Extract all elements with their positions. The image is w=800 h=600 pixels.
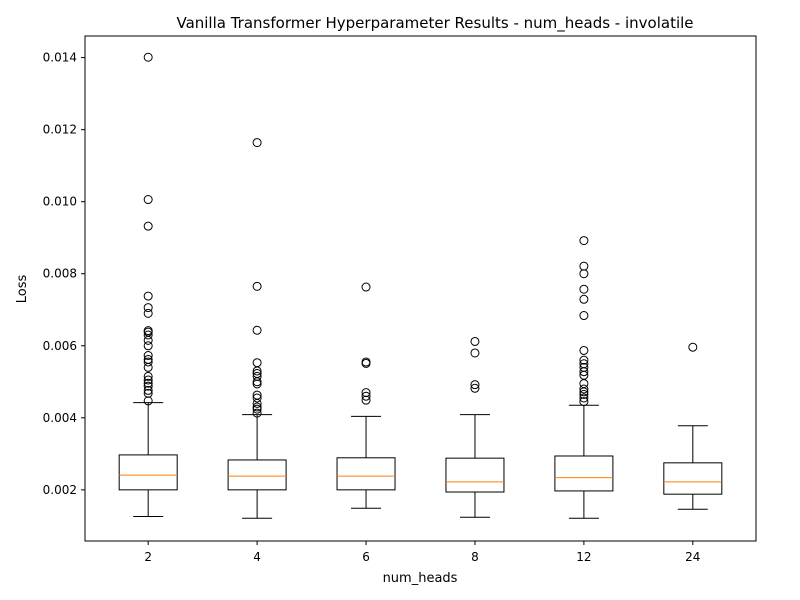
outlier-point bbox=[470, 383, 480, 393]
x-axis-label: num_heads bbox=[383, 571, 458, 586]
axes-frame bbox=[84, 35, 757, 542]
box-group-2 bbox=[118, 52, 178, 518]
x-tick-label: 2 bbox=[144, 550, 152, 564]
y-tick-label: 0.006 bbox=[43, 339, 77, 353]
box-group-24 bbox=[663, 342, 723, 510]
y-tick-label: 0.012 bbox=[43, 123, 77, 137]
outlier-point bbox=[361, 391, 371, 401]
y-tick-label: 0.004 bbox=[43, 411, 77, 425]
outlier-point bbox=[579, 236, 589, 246]
outlier-point bbox=[579, 294, 589, 304]
outlier-point bbox=[579, 345, 589, 355]
outlier-point bbox=[579, 311, 589, 321]
outlier-point bbox=[143, 330, 153, 340]
outlier-point bbox=[143, 371, 153, 381]
outlier-point bbox=[579, 367, 589, 377]
outlier-point bbox=[143, 375, 153, 385]
y-axis: 0.002 0.004 0.006 0.008 0.010 0.012 0.014 bbox=[43, 51, 85, 497]
chart-title: Vanilla Transformer Hyperparameter Resul… bbox=[176, 14, 693, 33]
y-tick-label: 0.010 bbox=[43, 195, 77, 209]
box-group-4 bbox=[227, 138, 287, 519]
outlier-point bbox=[143, 221, 153, 231]
outlier-point bbox=[143, 341, 153, 351]
outlier-point bbox=[252, 377, 262, 387]
outlier-point bbox=[579, 393, 589, 403]
outlier-point bbox=[252, 398, 262, 408]
outlier-point bbox=[579, 387, 589, 397]
outlier-point bbox=[470, 348, 480, 358]
x-tick-label: 8 bbox=[471, 550, 479, 564]
outlier-point bbox=[252, 325, 262, 335]
outlier-point bbox=[470, 380, 480, 390]
outlier-point bbox=[361, 358, 371, 368]
outlier-point bbox=[252, 404, 262, 414]
outlier-point bbox=[579, 389, 589, 399]
outlier-point bbox=[361, 395, 371, 405]
outlier-point bbox=[143, 308, 153, 318]
outlier-point bbox=[252, 366, 262, 376]
outlier-point bbox=[143, 291, 153, 301]
outlier-point bbox=[252, 393, 262, 403]
outlier-point bbox=[143, 362, 153, 372]
iqr-box bbox=[663, 462, 723, 495]
outlier-point bbox=[143, 350, 153, 360]
outlier-point bbox=[143, 195, 153, 205]
outlier-point bbox=[470, 336, 480, 346]
x-tick-label: 4 bbox=[253, 550, 261, 564]
y-axis-label: Loss bbox=[15, 275, 30, 304]
outlier-point bbox=[252, 138, 262, 148]
outlier-point bbox=[579, 269, 589, 279]
iqr-box bbox=[118, 454, 178, 491]
outlier-point bbox=[252, 408, 262, 418]
outlier-point bbox=[143, 396, 153, 406]
iqr-box bbox=[227, 459, 287, 491]
box-group-6 bbox=[336, 282, 396, 509]
outlier-point bbox=[143, 381, 153, 391]
outlier-point bbox=[579, 384, 589, 394]
outlier-point bbox=[143, 357, 153, 367]
box-group-12 bbox=[554, 236, 614, 519]
outlier-point bbox=[252, 281, 262, 291]
outlier-point bbox=[143, 378, 153, 388]
iqr-box bbox=[336, 457, 396, 491]
x-tick-label: 24 bbox=[685, 550, 700, 564]
outlier-point bbox=[252, 379, 262, 389]
outlier-point bbox=[143, 52, 153, 62]
outlier-point bbox=[143, 303, 153, 313]
box-group-8 bbox=[445, 336, 505, 518]
outlier-point bbox=[688, 342, 698, 352]
iqr-box bbox=[445, 457, 505, 493]
x-tick-label: 6 bbox=[362, 550, 370, 564]
outlier-point bbox=[361, 282, 371, 292]
outlier-point bbox=[252, 402, 262, 412]
outlier-point bbox=[143, 335, 153, 345]
outlier-point bbox=[579, 284, 589, 294]
plot-area bbox=[118, 52, 723, 519]
y-tick-label: 0.008 bbox=[43, 267, 77, 281]
iqr-box bbox=[554, 455, 614, 492]
x-tick-label: 12 bbox=[576, 550, 591, 564]
outlier-point bbox=[579, 397, 589, 407]
outlier-point bbox=[579, 355, 589, 365]
outlier-point bbox=[143, 385, 153, 395]
y-tick-label: 0.014 bbox=[43, 51, 77, 65]
y-tick-label: 0.002 bbox=[43, 483, 77, 497]
x-axis: 2 4 6 8 12 24 bbox=[144, 541, 700, 564]
